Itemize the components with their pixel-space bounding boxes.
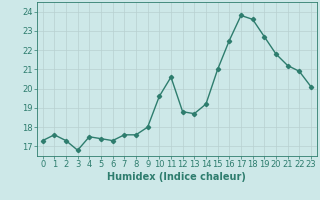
- X-axis label: Humidex (Indice chaleur): Humidex (Indice chaleur): [108, 172, 246, 182]
